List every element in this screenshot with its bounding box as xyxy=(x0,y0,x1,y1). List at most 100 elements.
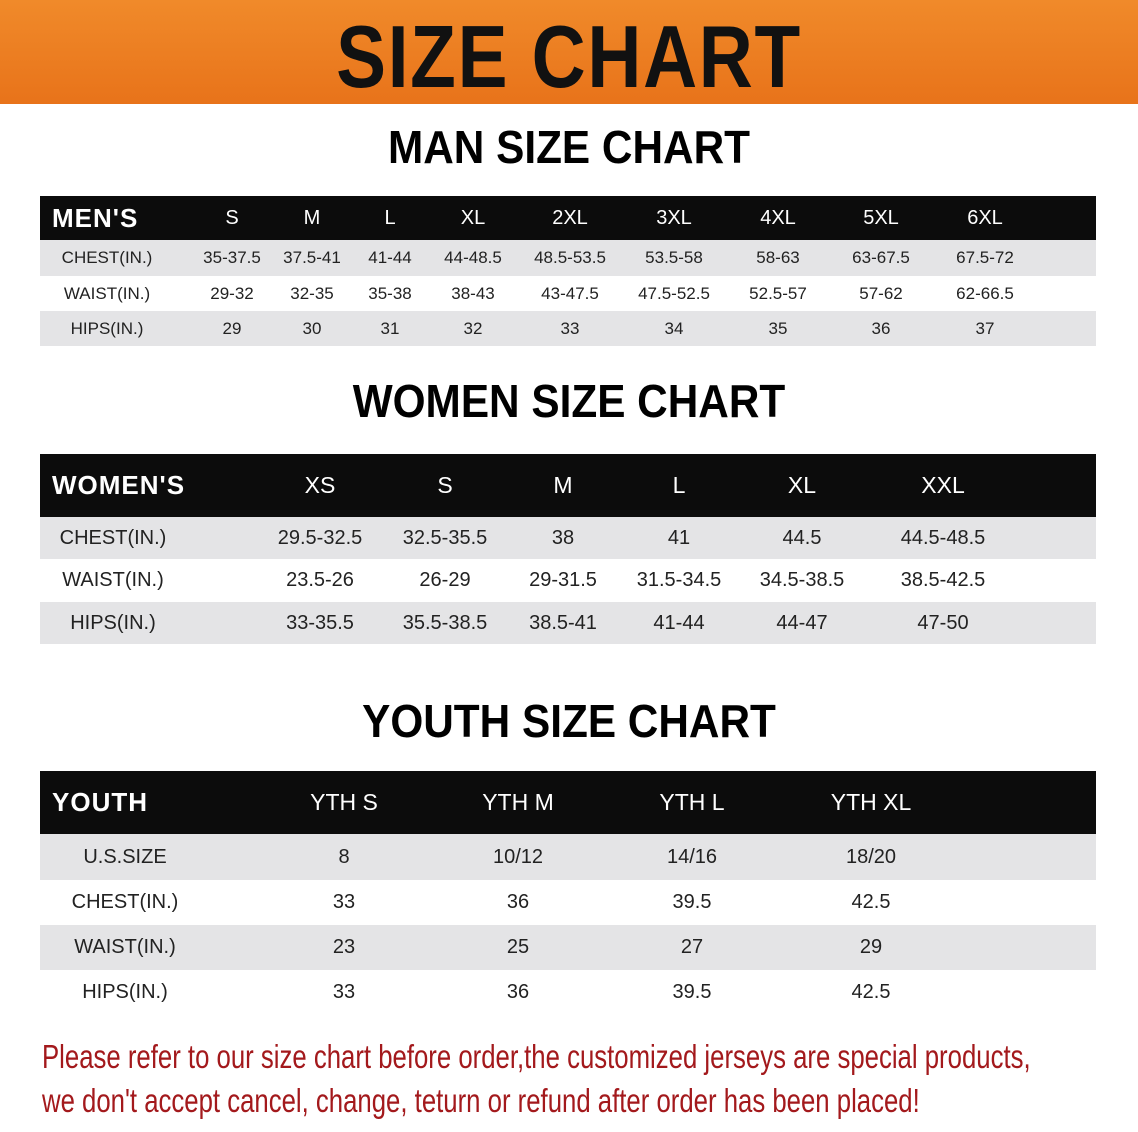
table-cell: 32-35 xyxy=(290,283,334,303)
table-cell: 36 xyxy=(506,891,530,913)
table-cell: 8 xyxy=(338,845,350,868)
table-cell: 36 xyxy=(506,981,530,1003)
table-cell: 44-48.5 xyxy=(444,248,502,267)
notice-line-2: we don't accept cancel, change, teturn o… xyxy=(42,1082,920,1119)
table-cell: 44.5 xyxy=(782,526,822,549)
table-cell: 29 xyxy=(859,936,883,958)
table-cell: 35 xyxy=(768,318,788,338)
table-cell: 23.5-26 xyxy=(286,569,354,591)
table-cell: 41-44 xyxy=(368,248,412,267)
size-column-header: M xyxy=(553,472,573,498)
table-cell: 33 xyxy=(332,891,356,913)
size-column-header: L xyxy=(384,206,396,229)
table-cell: 32 xyxy=(463,318,483,338)
row-label: WAIST(IN.) xyxy=(63,283,151,303)
size-column-header: YTH L xyxy=(659,789,725,815)
table-cell: 43-47.5 xyxy=(541,283,599,303)
table-row: CHEST(IN.) 29.5-32.5 32.5-35.5 38 41 44.5 44.5… xyxy=(40,517,1096,559)
table-cell: 31.5-34.5 xyxy=(636,569,722,591)
table-row: WAIST(IN.) 29-32 32-35 35-38 38-43 43-47.5 47.… xyxy=(40,276,1096,311)
table-cell: 14/16 xyxy=(666,845,718,868)
table-cell: 42.5 xyxy=(851,981,891,1003)
table-cell: 29-31.5 xyxy=(529,569,597,591)
table-cell: 33 xyxy=(560,318,580,338)
table-row: WAIST(IN.) 23 25 27 29 xyxy=(40,925,1096,970)
row-label: HIPS(IN.) xyxy=(82,981,168,1003)
row-label: CHEST(IN.) xyxy=(59,526,167,549)
table-cell: 31 xyxy=(380,318,400,338)
table-cell: 37.5-41 xyxy=(283,248,341,267)
size-column-header: M xyxy=(303,206,321,229)
table-row: WAIST(IN.) 23.5-26 26-29 29-31.5 31.5-34.5 34… xyxy=(40,559,1096,602)
table-cell: 44.5-48.5 xyxy=(900,526,986,549)
size-column-header: 5XL xyxy=(863,206,899,229)
table-cell: 41-44 xyxy=(653,611,705,634)
table-row: HIPS(IN.) 33 36 39.5 42.5 xyxy=(40,970,1096,1015)
table-cell: 57-62 xyxy=(859,283,903,303)
table-cell: 32.5-35.5 xyxy=(402,526,488,549)
women-header-row: WOMEN'S XS S M L XL XXL xyxy=(40,454,1096,517)
table-cell: 38.5-42.5 xyxy=(900,569,986,591)
table-cell: 34 xyxy=(664,318,684,338)
youth-header-row: YOUTH YTH S YTH M YTH L YTH XL xyxy=(40,771,1096,834)
men-header-label: MEN'S xyxy=(52,202,139,233)
table-cell: 58-63 xyxy=(756,248,800,267)
size-column-header: YTH S xyxy=(310,789,378,815)
size-column-header: 2XL xyxy=(552,206,588,229)
table-cell: 27 xyxy=(680,936,704,958)
table-cell: 25 xyxy=(506,936,530,958)
table-cell: 29-32 xyxy=(210,283,254,303)
table-cell: 52.5-57 xyxy=(749,283,807,303)
size-column-header: XL xyxy=(787,472,817,498)
table-cell: 38 xyxy=(551,526,575,549)
table-cell: 63-67.5 xyxy=(852,248,910,267)
table-cell: 33 xyxy=(332,981,356,1003)
size-column-header: YTH M xyxy=(482,789,554,815)
table-cell: 48.5-53.5 xyxy=(534,248,606,267)
youth-header-label: YOUTH xyxy=(52,787,148,817)
banner-title: SIZE CHART xyxy=(336,7,802,106)
table-cell: 35-37.5 xyxy=(203,248,261,267)
women-section-title: WOMEN SIZE CHART xyxy=(352,375,786,427)
table-row: U.S.SIZE 8 10/12 14/16 18/20 xyxy=(40,834,1096,880)
row-label: WAIST(IN.) xyxy=(74,936,176,958)
table-cell: 53.5-58 xyxy=(645,248,703,267)
size-column-header: XXL xyxy=(921,472,965,498)
table-cell: 39.5 xyxy=(672,891,712,913)
size-column-header: 6XL xyxy=(967,206,1003,229)
table-cell: 41 xyxy=(667,526,691,549)
youth-section-title: YOUTH SIZE CHART xyxy=(362,695,776,747)
size-column-header: S xyxy=(437,472,453,498)
table-cell: 67.5-72 xyxy=(956,248,1014,267)
table-cell: 33-35.5 xyxy=(286,611,354,634)
table-cell: 36 xyxy=(871,318,891,338)
table-cell: 38.5-41 xyxy=(529,611,597,634)
table-cell: 47.5-52.5 xyxy=(638,283,710,303)
table-cell: 44-47 xyxy=(776,611,828,634)
table-cell: 10/12 xyxy=(492,845,544,868)
men-section-title: MAN SIZE CHART xyxy=(387,121,751,173)
size-column-header: XL xyxy=(460,206,486,229)
row-label: CHEST(IN.) xyxy=(71,891,179,913)
table-cell: 42.5 xyxy=(851,891,891,913)
men-header-row: MEN'S S M L XL 2XL 3XL 4XL 5XL 6XL xyxy=(40,196,1096,240)
row-label: HIPS(IN.) xyxy=(70,611,156,634)
table-cell: 18/20 xyxy=(845,845,897,868)
table-cell: 34.5-38.5 xyxy=(759,569,845,591)
table-cell: 30 xyxy=(302,318,322,338)
table-cell: 38-43 xyxy=(451,283,495,303)
size-column-header: YTH XL xyxy=(830,789,912,815)
size-column-header: 3XL xyxy=(656,206,692,229)
table-cell: 62-66.5 xyxy=(956,283,1014,303)
table-cell: 35.5-38.5 xyxy=(402,611,488,634)
banner: SIZE CHART xyxy=(0,0,1138,106)
table-cell: 35-38 xyxy=(368,283,412,303)
table-cell: 23 xyxy=(332,936,356,958)
size-column-header: L xyxy=(672,472,686,498)
table-row: CHEST(IN.) 33 36 39.5 42.5 xyxy=(40,880,1096,925)
women-header-label: WOMEN'S xyxy=(52,470,186,500)
table-cell: 29.5-32.5 xyxy=(277,526,363,549)
size-column-header: 4XL xyxy=(760,206,796,229)
row-label: WAIST(IN.) xyxy=(62,569,164,591)
size-column-header: S xyxy=(225,206,239,229)
